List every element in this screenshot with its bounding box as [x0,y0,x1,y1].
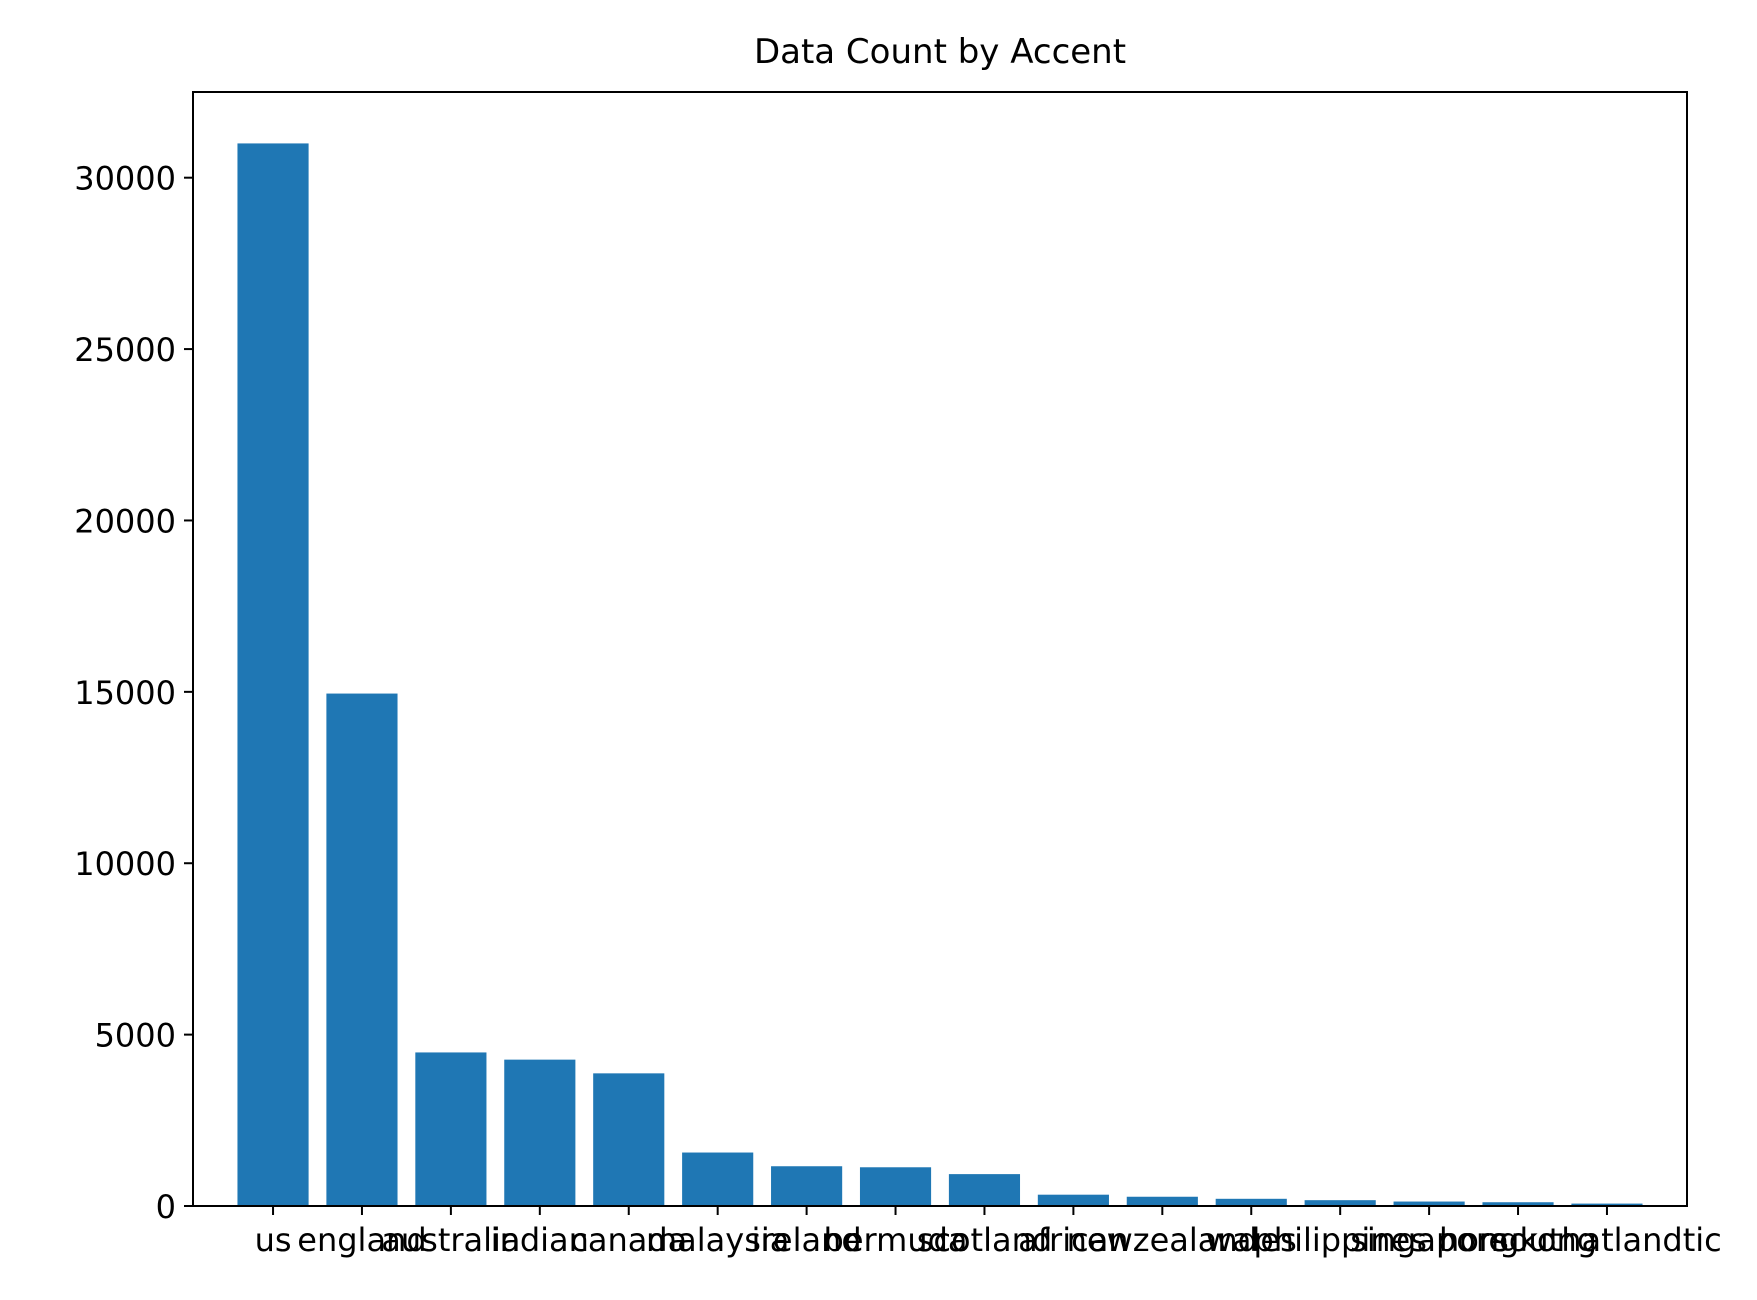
x-tick-label-southatlandtic: southatlandtic [1492,1221,1722,1259]
bar-singapore [1393,1201,1465,1206]
bar-australia [415,1052,487,1206]
x-tick-label-wales: wales [1206,1221,1297,1259]
bar-england [326,693,398,1206]
x-tick-label-malaysia: malaysia [646,1221,789,1259]
y-tick-label: 15000 [74,674,176,712]
bar-wales [1215,1198,1287,1206]
bar-indian [504,1059,576,1206]
bar-southatlandtic [1571,1203,1643,1206]
x-tick-label-philippines: philippines [1253,1221,1426,1259]
y-tick-label: 25000 [74,331,176,369]
x-tick-label-ireland: ireland [752,1221,862,1259]
x-tick-label-hongkong: hongkong [1439,1221,1597,1259]
x-tick-label-bermuda: bermuda [824,1221,968,1259]
y-tick-label: 10000 [74,845,176,883]
x-tick-label-england: england [297,1221,426,1259]
y-axis: 0 5000 10000 15000 20000 25000 30000 [74,160,193,1226]
y-tick-label: 0 [156,1188,176,1226]
bar-bermuda [859,1167,932,1206]
y-tick-label: 30000 [74,160,176,198]
chart-title: Data Count by Accent [754,32,1126,72]
x-tick-label-indian: indian [491,1221,589,1259]
bar-african [1037,1194,1109,1206]
x-tick-label-australia: australia [381,1221,520,1259]
bar-philippines [1304,1200,1376,1206]
bar-ireland [771,1166,843,1206]
bar-us [237,143,309,1206]
bar-newzealand [1126,1196,1198,1206]
bar-hongkong [1482,1202,1554,1206]
x-tick-label-us: us [255,1221,292,1259]
x-axis: us englandaustraliaindiancanadamalaysiair… [255,1206,1722,1259]
x-tick-label-canada: canada [570,1221,687,1259]
x-tick-label-singapore: singapore [1350,1221,1508,1259]
y-tick-label: 5000 [95,1017,176,1055]
y-tick-label: 20000 [74,502,176,540]
x-tick-label-african: african [1018,1221,1128,1259]
x-tick-label-scotland: scotland [917,1221,1052,1259]
plot-frame [192,91,1688,1207]
bars-layer [237,143,1643,1206]
bar-malaysia [682,1152,754,1206]
bar-canada [593,1073,665,1206]
bar-scotland [948,1174,1021,1206]
x-tick-label-newzealand: newzealand [1067,1221,1258,1259]
